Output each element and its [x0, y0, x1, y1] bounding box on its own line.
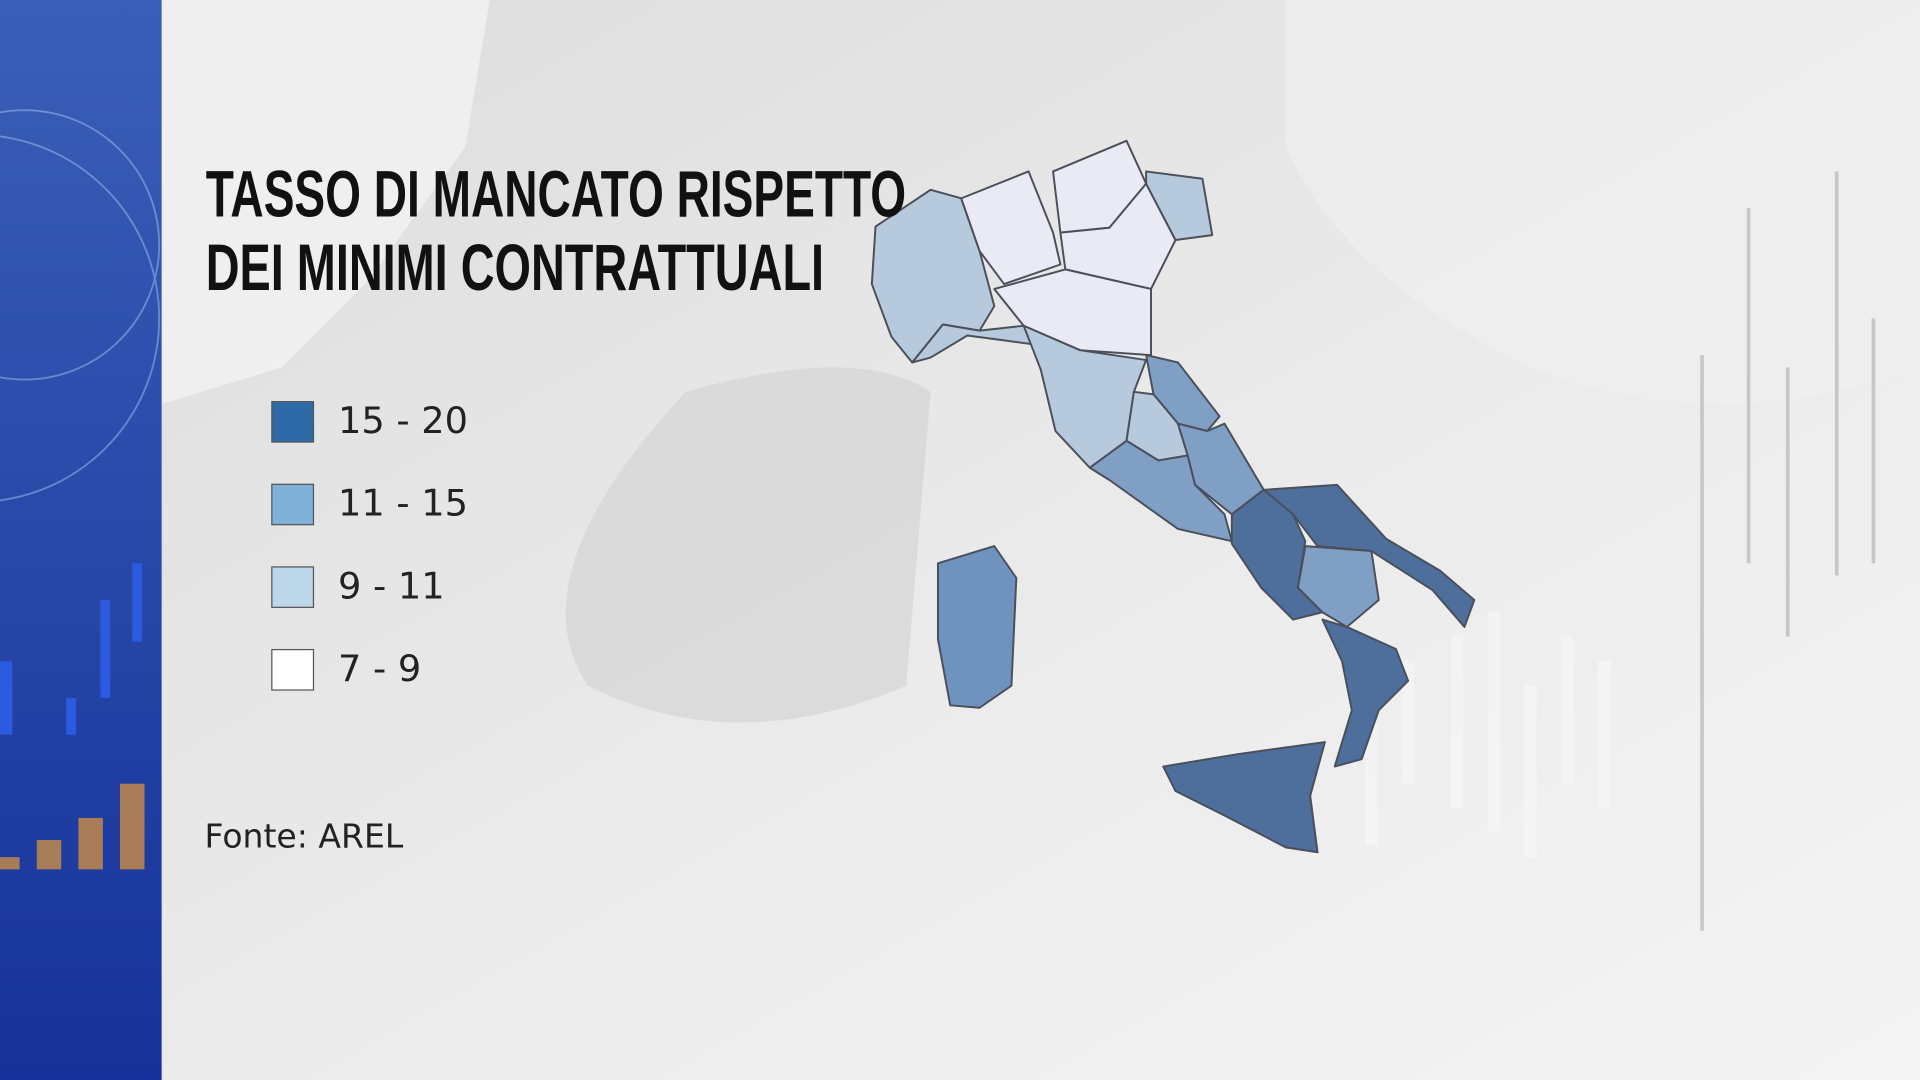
legend-swatch: [271, 401, 315, 443]
region: [1088, 439, 1233, 543]
region: [1162, 741, 1326, 854]
legend-swatch: [271, 566, 315, 608]
side-panel: [0, 0, 162, 1080]
legend-swatch: [271, 483, 315, 526]
legend-label: 7 - 9: [338, 647, 421, 690]
land-shape: [1285, 0, 1920, 405]
legend-swatch: [271, 648, 315, 691]
italy-map: [870, 139, 1476, 854]
region: [1321, 618, 1410, 768]
title-line: DEI MINIMI CONTRATTUALI: [206, 231, 824, 305]
region: [936, 545, 1018, 709]
side-decoration: [0, 109, 161, 502]
legend-label: 11 - 15: [338, 482, 468, 525]
side-bars: [0, 563, 145, 870]
background-candles: [1700, 171, 1876, 931]
legend-label: 15 - 20: [338, 399, 468, 442]
legend: 15 - 20 11 - 15 9 - 11 7 - 9: [271, 399, 468, 691]
legend-label: 9 - 11: [338, 564, 445, 607]
region: [1145, 170, 1214, 241]
background-bars: [1365, 612, 1611, 858]
land-shape: [161, 0, 490, 405]
region: [1176, 422, 1265, 516]
region: [960, 170, 1062, 286]
sea-shape: [565, 367, 931, 723]
source: Fonte: AREL: [204, 816, 403, 855]
region: [1262, 483, 1476, 628]
title-line: TASSO DI MANCATO RISPETTO: [206, 158, 906, 232]
